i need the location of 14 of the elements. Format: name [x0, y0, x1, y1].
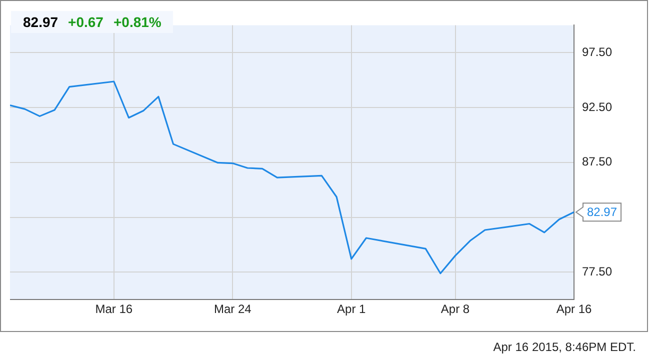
- x-tick-label: Apr 8: [440, 302, 470, 316]
- x-tick-label: Mar 16: [95, 302, 133, 316]
- y-tick-label: 77.50: [582, 264, 612, 278]
- y-tick-label: 97.50: [582, 44, 612, 59]
- chart-title: 82.97: [23, 14, 58, 30]
- text: Apr 16 2015, 8:46PM EDT.: [493, 340, 636, 354]
- x-tick-label: Mar 24: [214, 302, 252, 316]
- annotation: 82.97: [587, 204, 618, 219]
- x-tick-label: Apr 16: [556, 302, 592, 316]
- y-tick-label: 87.50: [582, 154, 612, 169]
- annotation: +0.67: [68, 14, 104, 30]
- y-tick-label: 92.50: [582, 100, 612, 114]
- annotation: +0.81%: [113, 14, 162, 30]
- x-tick-label: Apr 1: [337, 302, 366, 316]
